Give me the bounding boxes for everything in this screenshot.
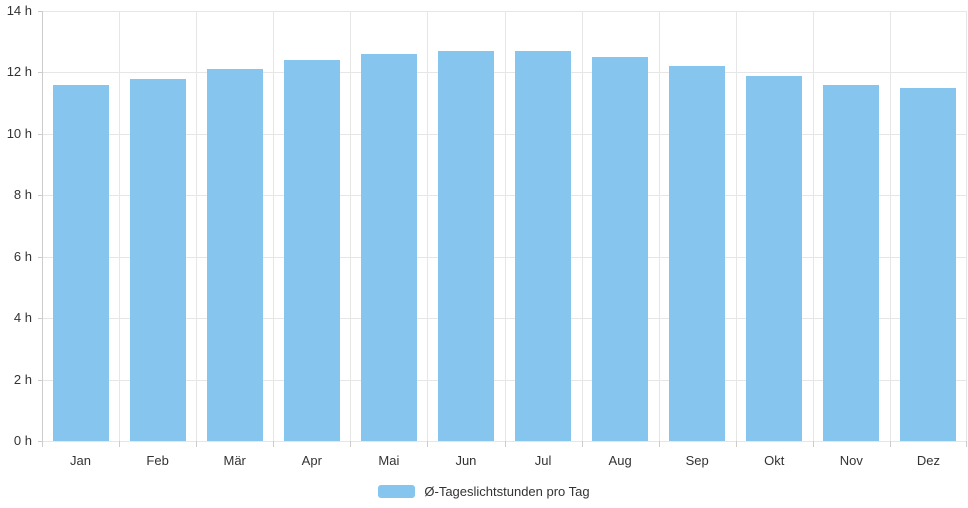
gridline-vertical xyxy=(659,11,660,441)
x-axis-tick xyxy=(659,441,660,447)
x-axis-tick xyxy=(966,441,967,447)
y-axis-tick-label: 4 h xyxy=(13,310,32,326)
gridline-vertical xyxy=(427,11,428,441)
bar-nov[interactable] xyxy=(823,84,880,441)
x-axis-label-aug: Aug xyxy=(608,453,632,468)
x-axis-label-mai: Mai xyxy=(378,453,400,468)
gridline-vertical xyxy=(273,11,274,441)
x-axis-tick xyxy=(813,441,814,447)
bar-jan[interactable] xyxy=(52,84,109,441)
bar-apr[interactable] xyxy=(283,60,340,441)
y-axis-tick xyxy=(38,195,42,197)
bar-dez[interactable] xyxy=(900,87,957,441)
y-axis-tick-label: 10 h xyxy=(6,125,32,141)
gridline-vertical xyxy=(196,11,197,441)
legend-swatch-icon xyxy=(378,485,416,498)
gridline-horizontal xyxy=(42,195,967,197)
y-axis-tick-label: 6 h xyxy=(13,248,32,264)
legend-label: Ø-Tageslichtstunden pro Tag xyxy=(424,484,590,499)
x-axis-tick xyxy=(119,441,120,447)
gridline-horizontal xyxy=(42,133,967,135)
gridline-horizontal xyxy=(42,72,967,74)
y-axis-tick xyxy=(38,256,42,258)
x-axis-tick xyxy=(42,441,43,447)
gridline-vertical xyxy=(350,11,351,441)
y-axis-tick xyxy=(38,11,42,12)
y-axis-tick-label: 2 h xyxy=(13,371,32,387)
y-axis-tick-label: 14 h xyxy=(6,3,32,18)
bar-mai[interactable] xyxy=(360,54,417,441)
plot-area xyxy=(42,11,967,442)
x-axis-label-feb: Feb xyxy=(146,453,169,468)
bar-mär[interactable] xyxy=(206,69,263,441)
gridline-vertical xyxy=(582,11,583,441)
y-axis-tick-label: 12 h xyxy=(6,64,32,80)
gridline-horizontal xyxy=(42,256,967,258)
x-axis-label-apr: Apr xyxy=(301,453,322,468)
x-axis-tick xyxy=(350,441,351,447)
gridline-vertical xyxy=(890,11,891,441)
bar-aug[interactable] xyxy=(592,57,649,441)
y-axis-tick xyxy=(38,441,42,442)
x-axis-tick xyxy=(736,441,737,447)
x-axis-tick xyxy=(273,441,274,447)
y-axis-line xyxy=(42,11,43,441)
x-axis-label-jul: Jul xyxy=(534,453,552,468)
x-axis-tick xyxy=(427,441,428,447)
x-axis-tick xyxy=(196,441,197,447)
x-axis-label-sep: Sep xyxy=(685,453,709,468)
x-axis-tick xyxy=(505,441,506,447)
bar-jul[interactable] xyxy=(515,50,572,441)
gridline-horizontal xyxy=(42,379,967,381)
y-axis-tick xyxy=(38,72,42,74)
gridline-vertical xyxy=(119,11,120,441)
gridline-horizontal xyxy=(42,11,967,12)
legend-item[interactable]: Ø-Tageslichtstunden pro Tag xyxy=(0,483,968,500)
y-axis-tick-label: 0 h xyxy=(13,433,32,448)
x-axis-label-mär: Mär xyxy=(223,453,246,468)
x-axis-label-okt: Okt xyxy=(764,453,785,468)
gridline-horizontal xyxy=(42,441,967,442)
x-axis-label-jun: Jun xyxy=(455,453,477,468)
bar-sep[interactable] xyxy=(669,66,726,441)
gridline-vertical xyxy=(505,11,506,441)
y-axis-tick xyxy=(38,379,42,381)
gridline-vertical xyxy=(966,11,967,441)
y-axis-tick xyxy=(38,318,42,320)
gridline-vertical xyxy=(736,11,737,441)
bar-jun[interactable] xyxy=(437,50,494,441)
x-axis-tick xyxy=(890,441,891,447)
y-axis-tick-label: 8 h xyxy=(13,187,32,203)
bar-feb[interactable] xyxy=(129,78,186,441)
x-axis-label-dez: Dez xyxy=(916,453,940,468)
x-axis-label-nov: Nov xyxy=(839,453,863,468)
gridline-vertical xyxy=(813,11,814,441)
x-axis-label-jan: Jan xyxy=(70,453,92,468)
gridline-horizontal xyxy=(42,318,967,320)
y-axis-tick xyxy=(38,133,42,135)
bar-okt[interactable] xyxy=(746,75,803,441)
x-axis-tick xyxy=(582,441,583,447)
